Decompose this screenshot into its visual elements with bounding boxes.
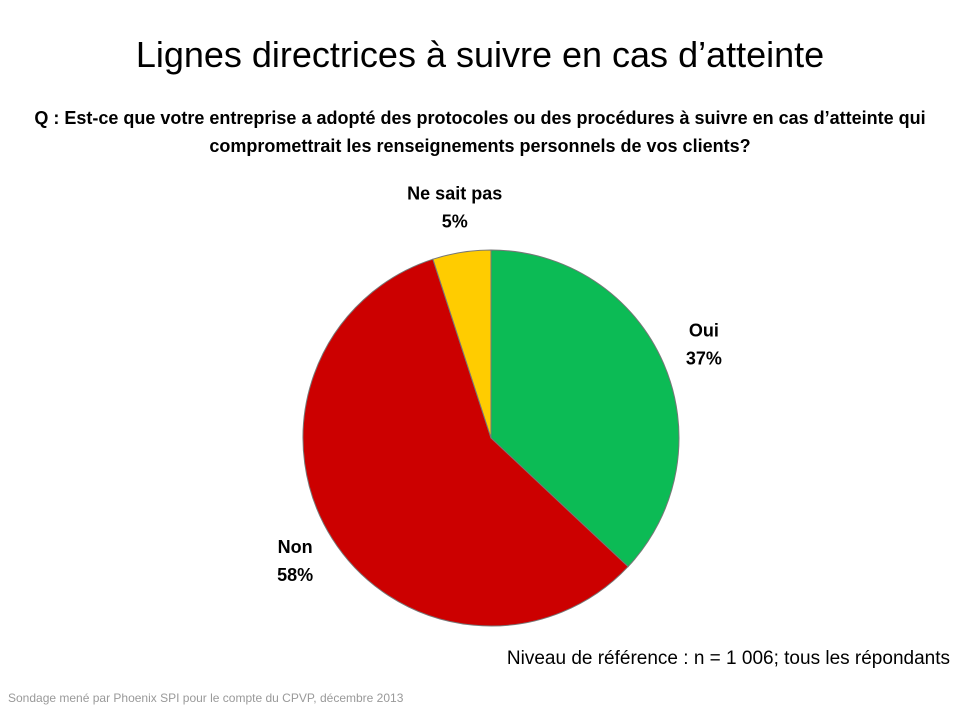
- slice-label: Non: [278, 537, 313, 557]
- pie-slice: [302, 258, 629, 627]
- pie-slice: [490, 249, 680, 568]
- slice-value: 58%: [277, 565, 313, 585]
- slice-label: Oui: [689, 321, 719, 341]
- slice-value: 5%: [442, 212, 468, 232]
- question: Q : Est-ce que votre entreprise a adopté…: [34, 108, 926, 156]
- source: Sondage mené par Phoenix SPI pour le com…: [8, 691, 404, 705]
- base-note: Niveau de référence : n = 1 006; tous le…: [506, 648, 950, 669]
- pie-slice: [432, 249, 492, 439]
- chart-title: Lignes directrices à suivre en cas d’att…: [135, 34, 825, 75]
- slice-value: 37%: [686, 349, 722, 369]
- slice-label: Ne sait pas: [407, 184, 502, 204]
